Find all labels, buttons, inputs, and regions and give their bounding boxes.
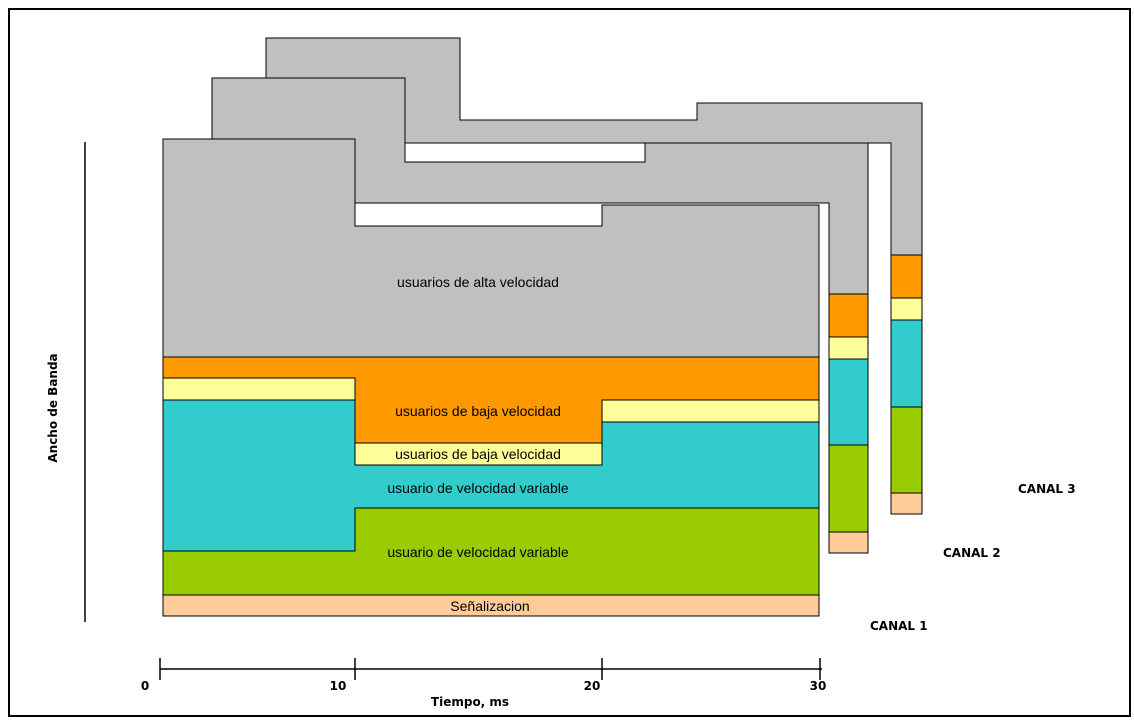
channel-3-orange-strip xyxy=(890,254,923,299)
label-high-speed: usuarios de alta velocidad xyxy=(397,274,559,290)
channel-3-cyan-strip xyxy=(890,319,923,408)
channel-2-cyan-strip xyxy=(828,358,869,446)
channel-3-label: CANAL 3 xyxy=(1018,482,1076,496)
channel-1-yellow-left xyxy=(162,377,356,401)
channel-2-orange-strip xyxy=(828,293,869,338)
x-axis-label: Tiempo, ms xyxy=(431,695,509,709)
label-signaling: Señalizacion xyxy=(450,598,529,614)
x-tick-label: 30 xyxy=(810,679,827,693)
channel-3-yellow-strip xyxy=(890,297,923,321)
y-axis-label: Ancho de Banda xyxy=(46,353,60,462)
label-low-speed-2: usuarios de baja velocidad xyxy=(395,446,561,462)
channel-3-green-strip xyxy=(890,406,923,494)
channel-2-peach-strip xyxy=(828,531,869,554)
label-variable-2: usuario de velocidad variable xyxy=(387,544,569,560)
channel-2-green-strip xyxy=(828,444,869,533)
channel-2-layer xyxy=(211,77,869,554)
x-tick-label: 10 xyxy=(330,679,347,693)
channel-3-peach-strip xyxy=(890,492,923,515)
x-tick-label: 20 xyxy=(584,679,601,693)
label-variable-1: usuario de velocidad variable xyxy=(387,480,569,496)
channel-1-signaling-region xyxy=(162,594,820,617)
channel-1-yellow-right xyxy=(601,399,820,423)
diagram-frame xyxy=(8,8,1131,717)
channel-1-layer xyxy=(162,138,820,617)
label-low-speed-1: usuarios de baja velocidad xyxy=(395,403,561,419)
channel-3-layer xyxy=(265,37,923,515)
channel-1-label: CANAL 1 xyxy=(870,619,928,633)
channel-2-gray-region xyxy=(211,77,869,295)
x-tick-label: 0 xyxy=(141,679,149,693)
channel-2-label: CANAL 2 xyxy=(943,546,1001,560)
channel-2-yellow-strip xyxy=(828,336,869,360)
